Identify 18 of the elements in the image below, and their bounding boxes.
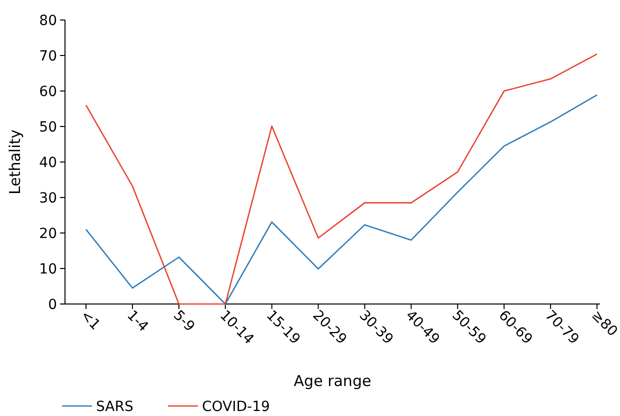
x-axis-title: Age range	[294, 372, 372, 390]
y-tick-label: 80	[39, 12, 57, 29]
legend-label: SARS	[96, 398, 134, 415]
legend-label: COVID-19	[202, 398, 270, 415]
line-series	[85, 53, 598, 305]
y-tick-label: 20	[39, 226, 57, 242]
y-tick-label: 50	[39, 119, 57, 136]
y-axis-title: Lethality	[6, 129, 24, 194]
y-tick-label: 40	[39, 154, 57, 171]
y-tick-label: 70	[39, 48, 57, 64]
y-tick-label: 10	[39, 261, 57, 278]
y-tick-label: 30	[39, 190, 57, 206]
line-series	[85, 94, 598, 305]
x-tick-label: 5-9	[170, 308, 198, 336]
x-tick-label: <1	[77, 308, 104, 334]
y-tick-label: 0	[48, 296, 57, 313]
y-tick-label: 60	[39, 84, 57, 100]
x-tick-label: 1-4	[124, 308, 152, 336]
